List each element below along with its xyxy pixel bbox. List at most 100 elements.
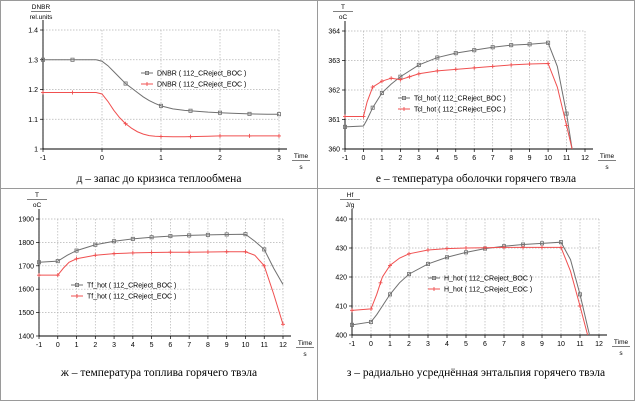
- data-point-marker: [247, 111, 252, 116]
- dnbr-chart: 1 1.1 1.2 1.3 1.4 -1 0 1 2 3 DNBR rel.units Time s DNB…: [28, 4, 310, 171]
- data-point-marker: [224, 249, 229, 254]
- y-tick-label: 1.3: [28, 57, 38, 64]
- data-point-marker: [168, 250, 173, 255]
- data-point-marker: [558, 240, 563, 245]
- data-point-marker: [416, 71, 421, 76]
- data-point-marker: [217, 110, 222, 115]
- x-tick-label: 5: [464, 341, 468, 348]
- y-axis-unit: oC: [33, 202, 42, 209]
- data-point-marker: [262, 263, 267, 268]
- data-point-marker: [218, 133, 222, 138]
- data-point-marker: [37, 273, 41, 278]
- data-point-marker: [262, 247, 267, 252]
- data-point-marker: [37, 260, 42, 265]
- data-point-marker: [350, 308, 354, 313]
- data-point-marker: [435, 55, 440, 60]
- x-tick-label: 2: [93, 342, 97, 349]
- x-tick-label: 6: [168, 342, 172, 349]
- y-tick-label: 440: [335, 217, 347, 224]
- x-tick-label: 3: [112, 342, 116, 349]
- data-point-marker: [407, 251, 411, 256]
- data-point-marker: [407, 74, 412, 79]
- data-point-marker: [502, 245, 506, 250]
- x-tick-label: 4: [435, 155, 439, 162]
- data-point-marker: [483, 245, 487, 250]
- data-point-marker: [168, 234, 173, 239]
- data-point-marker: [453, 51, 458, 56]
- cell-divider-horizontal: [1, 188, 634, 189]
- data-point-marker: [350, 322, 355, 327]
- x-axis-unit: s: [299, 164, 303, 171]
- data-point-marker: [389, 76, 394, 81]
- data-point-marker: [435, 68, 440, 73]
- x-tick-label: 10: [242, 342, 250, 349]
- x-tick-label: 4: [131, 342, 135, 349]
- legend-label: Tf_hot ( 112_CReject_EOC ): [87, 294, 176, 301]
- x-tick-label: 4: [445, 341, 449, 348]
- x-tick-label: 2: [218, 155, 222, 162]
- data-point-marker: [370, 85, 375, 90]
- legend-label: H_hot ( 112_CReject_BOC ): [444, 276, 532, 283]
- data-point-marker: [276, 112, 281, 117]
- y-tick-label: 1.4: [28, 28, 38, 35]
- x-tick-label: 0: [369, 341, 373, 348]
- x-tick-label: 1: [380, 155, 384, 162]
- data-point-marker: [398, 77, 403, 82]
- data-point-marker: [527, 62, 532, 67]
- x-tick-label: 3: [277, 155, 281, 162]
- data-point-marker: [564, 123, 569, 128]
- y-tick-label: 360: [328, 147, 340, 154]
- legend-label: Tcl_hot ( 112_CReject_BOC ): [414, 96, 506, 103]
- legend-label: Tcl_hot ( 112_CReject_EOC ): [414, 107, 506, 114]
- legend-label: DNBR ( 112_CReject_EOC ): [157, 82, 246, 89]
- x-tick-label: 6: [472, 155, 476, 162]
- x-axis-unit: s: [605, 164, 609, 171]
- x-tick-label: -1: [36, 342, 42, 349]
- data-point-marker: [490, 64, 495, 69]
- x-tick-label: 5: [454, 155, 458, 162]
- chart-panel-dnbr: 1 1.1 1.2 1.3 1.4 -1 0 1 2 3 DNBR rel.units Time s DNB…: [1, 1, 317, 188]
- x-tick-label: 12: [595, 341, 603, 348]
- y-tick-label: 1500: [18, 310, 34, 317]
- x-tick-label: 9: [528, 155, 532, 162]
- data-point-marker: [361, 114, 366, 119]
- x-tick-label: 2: [407, 341, 411, 348]
- data-point-marker: [243, 249, 248, 254]
- data-point-marker: [55, 259, 60, 264]
- x-tick-label: 12: [581, 155, 589, 162]
- legend-label: Tf_hot ( 112_CReject_BOC ): [87, 283, 176, 290]
- plot-area: [39, 219, 283, 336]
- data-point-marker: [112, 251, 117, 256]
- data-point-marker: [379, 79, 384, 84]
- y-axis-label: Hf: [347, 192, 354, 199]
- x-axis-unit: s: [619, 350, 623, 357]
- data-point-marker: [158, 103, 163, 108]
- data-point-marker: [559, 245, 563, 250]
- data-point-marker: [453, 67, 458, 72]
- y-tick-label: 1900: [18, 217, 34, 224]
- y-axis-unit: rel.units: [30, 14, 54, 21]
- caption-fuel-temperature: ж – температура топлива горячего твэла: [60, 367, 258, 379]
- y-tick-label: 361: [328, 117, 340, 124]
- data-point-marker: [188, 134, 193, 139]
- x-tick-label: 11: [576, 341, 583, 348]
- data-point-marker: [130, 250, 135, 255]
- legend-marker: [402, 96, 407, 101]
- data-point-marker: [577, 292, 582, 297]
- data-point-marker: [464, 246, 468, 250]
- data-point-marker: [243, 232, 248, 237]
- x-tick-label: 1: [159, 155, 163, 162]
- y-axis-unit: oC: [339, 14, 348, 21]
- x-tick-label: 0: [100, 155, 104, 162]
- series-line-eoc: [352, 246, 589, 335]
- chart-panel-enthalpy: 400 410 420 430 440 -1 0 1 2 3 4 5 6 7 8 9 10 11 12 Hf J/g Ti…: [318, 189, 634, 400]
- x-axis-label: Time: [294, 153, 309, 160]
- caption-enthalpy: з – радиально усреднённая энтальпия горя…: [346, 367, 606, 379]
- x-axis-label: Time: [600, 153, 615, 160]
- y-tick-label: 410: [335, 304, 347, 311]
- data-point-marker: [426, 248, 430, 253]
- x-tick-label: 10: [544, 155, 552, 162]
